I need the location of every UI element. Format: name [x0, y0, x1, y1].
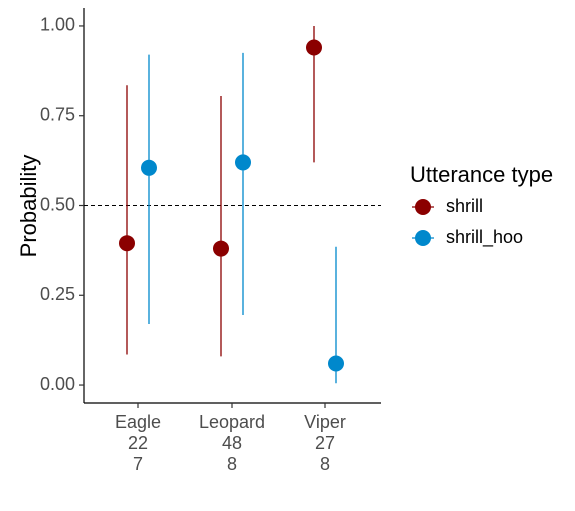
x-tick-sublabel: 8 — [227, 454, 237, 474]
data-point-shrill_hoo — [328, 355, 344, 372]
x-tick-label: Leopard — [199, 412, 265, 432]
x-tick-label: Eagle — [115, 412, 161, 432]
y-axis-title: Probability — [16, 155, 41, 258]
data-point-shrill_hoo — [141, 159, 157, 176]
x-tick-sublabel: 22 — [128, 433, 148, 453]
y-tick-label: 0.00 — [40, 374, 75, 394]
y-ticks: 0.00 0.25 0.50 0.75 1.00 — [40, 15, 84, 394]
y-tick-label: 1.00 — [40, 15, 75, 35]
legend-label: shrill_hoo — [446, 227, 523, 248]
y-tick-label: 0.50 — [40, 194, 75, 214]
data-point-shrill — [306, 39, 322, 56]
legend-title: Utterance type — [410, 162, 553, 187]
x-tick-label: Viper — [304, 412, 346, 432]
y-tick-label: 0.25 — [40, 284, 75, 304]
legend-label: shrill — [446, 196, 483, 216]
x-tick-sublabel: 7 — [133, 454, 143, 474]
x-tick-sublabel: 8 — [320, 454, 330, 474]
data-point-shrill_hoo — [235, 154, 251, 171]
data-point-shrill — [119, 235, 135, 252]
y-tick-label: 0.75 — [40, 104, 75, 124]
legend-key-point — [415, 199, 431, 215]
x-tick-sublabel: 48 — [222, 433, 242, 453]
x-tick-sublabel: 27 — [315, 433, 335, 453]
legend-items: shrill shrill_hoo — [412, 196, 523, 248]
legend: Utterance type shrill shrill_hoo — [410, 162, 553, 248]
legend-key-point — [415, 230, 431, 246]
data-marks — [119, 25, 344, 384]
data-point-shrill — [213, 240, 229, 257]
